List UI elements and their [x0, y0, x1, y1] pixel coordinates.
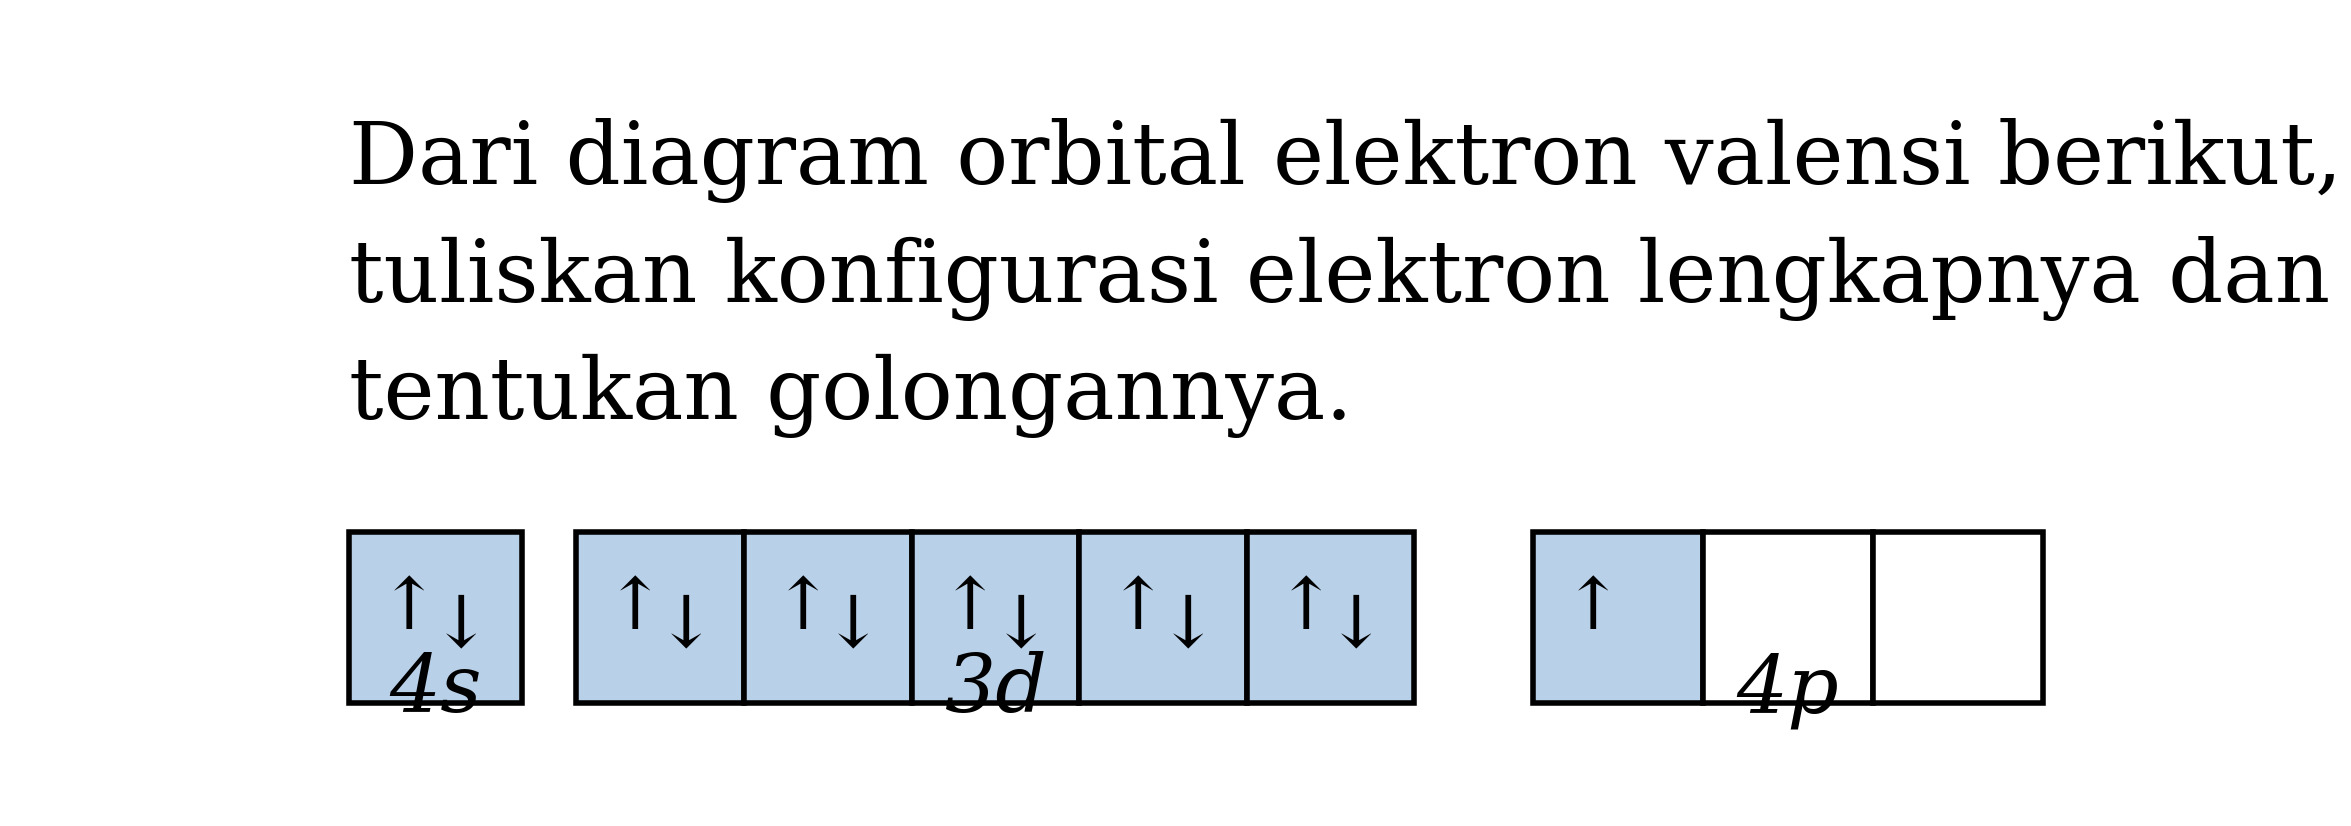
- Bar: [1246, 532, 1415, 704]
- Bar: [576, 532, 743, 704]
- Text: ↓: ↓: [1159, 591, 1218, 662]
- Text: ↓: ↓: [990, 591, 1051, 662]
- Text: tentukan golongannya.: tentukan golongannya.: [348, 354, 1352, 438]
- Text: ↑: ↑: [604, 573, 665, 644]
- Text: ↑: ↑: [940, 573, 1002, 644]
- Text: Dari diagram orbital elektron valensi berikut,: Dari diagram orbital elektron valensi be…: [348, 118, 2342, 203]
- Bar: [912, 532, 1079, 704]
- Bar: [1533, 532, 1702, 704]
- Text: 3d: 3d: [945, 651, 1046, 729]
- Bar: [1079, 532, 1246, 704]
- Bar: [743, 532, 912, 704]
- Text: ↑: ↑: [1274, 573, 1335, 644]
- Text: ↑: ↑: [1107, 573, 1168, 644]
- Text: ↑: ↑: [773, 573, 832, 644]
- Text: ↓: ↓: [823, 591, 884, 662]
- Text: ↑: ↑: [1561, 573, 1622, 644]
- Bar: [1702, 532, 1874, 704]
- Text: ↓: ↓: [430, 591, 491, 662]
- Text: 4p: 4p: [1737, 651, 1838, 729]
- Bar: [348, 532, 522, 704]
- Text: tuliskan konfigurasi elektron lengkapnya dan: tuliskan konfigurasi elektron lengkapnya…: [348, 236, 2330, 320]
- Text: 4s: 4s: [388, 651, 482, 729]
- Text: ↑: ↑: [379, 573, 440, 644]
- Text: ↓: ↓: [1326, 591, 1387, 662]
- Text: ↓: ↓: [656, 591, 715, 662]
- Bar: [1874, 532, 2043, 704]
